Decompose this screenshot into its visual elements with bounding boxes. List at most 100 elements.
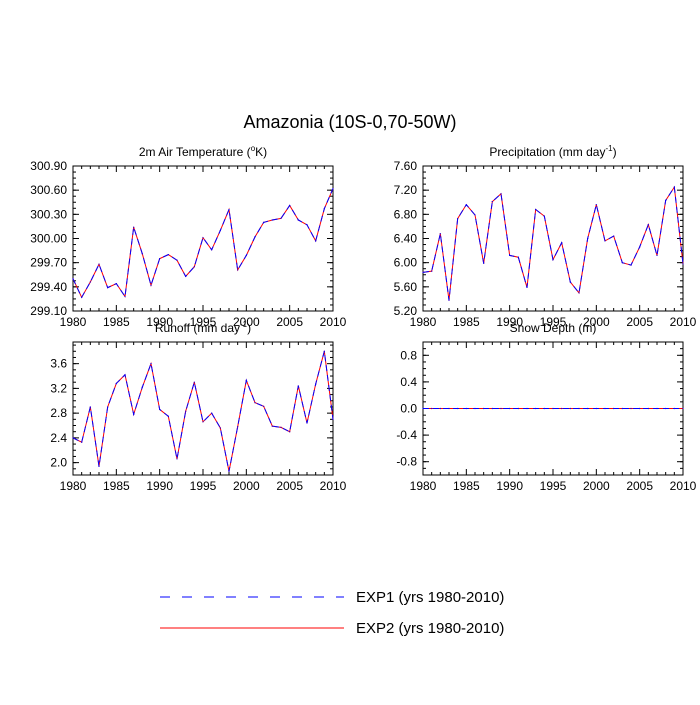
x-tick-label: 1990 (496, 315, 523, 329)
figure-title: Amazonia (10S-0,70-50W) (243, 112, 456, 132)
panel-precipitation: Precipitation (mm day-1) 1980 1985 1990 1995… (394, 144, 697, 329)
y-tick-label: 3.6 (50, 357, 67, 371)
y-tick-label: -0.4 (396, 428, 417, 442)
x-tick-label: 2005 (626, 315, 653, 329)
data-point-exp1 (483, 262, 485, 264)
data-point-exp1 (185, 410, 187, 412)
panels: 2m Air Temperature (oK) 1980 1985 1990 1995 2… (30, 144, 696, 493)
y-tick-label: 0.8 (400, 348, 417, 362)
data-point-exp1 (167, 415, 169, 417)
data-point-exp1 (509, 407, 511, 410)
data-point-exp1 (306, 422, 308, 424)
series-line-exp1 (72, 188, 334, 299)
x-tick-label: 2005 (626, 479, 653, 493)
data-point-exp1 (665, 407, 667, 410)
legend-label-exp2: EXP2 (yrs 1980-2010) (356, 620, 504, 637)
data-point-exp1 (604, 407, 606, 410)
data-point-exp1 (457, 217, 459, 220)
x-tick-label: 1995 (190, 315, 217, 329)
y-tick-label: 6.00 (394, 256, 418, 270)
data-point-exp1 (526, 407, 528, 410)
series-line-exp2 (72, 188, 334, 299)
data-point-exp1 (72, 437, 74, 439)
y-tick-label: 299.70 (30, 256, 67, 270)
panel-title-superscript: -1 (240, 320, 248, 329)
y-tick-label: 7.20 (394, 183, 418, 197)
x-tick-label: 1985 (103, 315, 130, 329)
data-point-exp1 (202, 237, 204, 239)
data-point-exp1 (613, 407, 615, 410)
data-point-exp1 (682, 263, 684, 265)
panel-air-temperature: 2m Air Temperature (oK) 1980 1985 1990 1995 2… (30, 144, 346, 329)
data-point-exp1 (595, 407, 597, 410)
data-point-exp1 (509, 254, 511, 257)
data-point-exp1 (673, 407, 675, 410)
x-tick-label: 2010 (320, 315, 347, 329)
y-tick-label: 6.40 (394, 232, 418, 246)
data-point-exp1 (639, 246, 641, 248)
data-point-exp1 (332, 418, 334, 420)
data-point-exp1 (543, 407, 545, 410)
data-point-exp1 (193, 381, 195, 383)
data-point-exp1 (647, 407, 649, 410)
data-point-exp1 (150, 284, 152, 286)
panel-title: Runoff (mm day-1) (155, 320, 251, 335)
data-point-exp1 (474, 214, 476, 216)
x-tick-label: 1990 (146, 479, 173, 493)
y-tick-label: 299.40 (30, 280, 67, 294)
data-point-exp1 (474, 407, 476, 410)
data-point-exp1 (280, 426, 282, 428)
panel-title-end: ) (247, 321, 251, 335)
data-point-exp1 (578, 407, 580, 410)
data-point-exp1 (159, 408, 161, 411)
data-point-exp1 (219, 427, 221, 429)
y-tick-label: 3.2 (50, 381, 67, 395)
y-tick-label: 6.80 (394, 207, 418, 221)
data-point-exp1 (167, 254, 169, 256)
data-point-exp1 (431, 270, 433, 272)
data-point-exp1 (535, 208, 537, 211)
data-point-exp1 (81, 441, 83, 443)
y-tick-label: 2.0 (50, 456, 67, 470)
data-point-exp1 (535, 407, 537, 410)
x-tick-label: 2010 (320, 479, 347, 493)
data-point-exp1 (569, 281, 571, 283)
data-point-exp1 (107, 406, 109, 408)
data-point-exp1 (457, 407, 459, 410)
data-point-exp1 (526, 286, 528, 289)
data-point-exp1 (89, 281, 91, 283)
data-point-exp1 (107, 287, 109, 289)
data-point-exp1 (552, 259, 554, 261)
data-point-exp1 (280, 217, 282, 219)
data-point-exp1 (439, 407, 441, 410)
data-point-exp1 (500, 193, 502, 195)
data-point-exp1 (561, 407, 563, 410)
data-point-exp1 (289, 204, 291, 207)
y-tick-label: 5.20 (394, 304, 418, 318)
panel-title-end: K) (255, 145, 267, 159)
data-point-exp1 (228, 208, 230, 211)
data-point-exp1 (552, 407, 554, 410)
y-tick-label: 7.60 (394, 159, 418, 173)
y-tick-label: 0.4 (400, 375, 417, 389)
panel-title-superscript: -1 (605, 144, 613, 153)
data-point-exp1 (72, 278, 74, 280)
data-point-exp1 (141, 253, 143, 255)
x-tick-label: 2000 (233, 479, 260, 493)
data-point-exp1 (176, 259, 178, 261)
panel-title: Precipitation (mm day-1) (489, 144, 616, 159)
x-tick-label: 2000 (583, 315, 610, 329)
legend: EXP1 (yrs 1980-2010) EXP2 (yrs 1980-2010… (160, 589, 504, 637)
data-point-exp1 (323, 208, 325, 210)
x-tick-label: 1985 (103, 479, 130, 493)
x-tick-label: 1980 (410, 315, 437, 329)
x-tick-label: 2000 (233, 315, 260, 329)
data-point-exp1 (561, 242, 563, 244)
data-point-exp1 (228, 470, 230, 472)
data-point-exp1 (124, 374, 126, 376)
panel-title: Snow Depth (m) (510, 321, 597, 335)
data-point-exp1 (422, 407, 424, 410)
x-tick-label: 2010 (670, 315, 697, 329)
data-point-exp1 (254, 236, 256, 238)
data-point-exp1 (621, 407, 623, 410)
